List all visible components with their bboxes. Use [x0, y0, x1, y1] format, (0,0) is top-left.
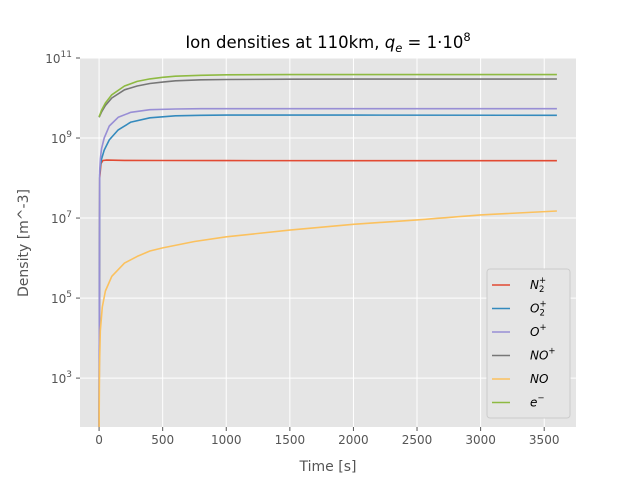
series-line-e- [98, 73, 557, 118]
x-tick-label: 0 [95, 433, 103, 447]
legend-label: e− [530, 394, 545, 410]
y-tick-label: 105 [51, 290, 72, 306]
legend-entry: O+ [492, 323, 547, 339]
x-tick-label: 500 [151, 433, 174, 447]
y-axis-label: Density [m^-3] [16, 189, 32, 297]
legend-entry: O+ 2 [492, 300, 547, 319]
legend-entry: e− [492, 394, 545, 410]
series-layer [98, 73, 557, 428]
y-tick-label: 107 [51, 210, 72, 226]
legend-entry: NO+ [492, 347, 556, 363]
y-tick-label: 109 [51, 130, 72, 146]
x-tick-label: 1000 [211, 433, 242, 447]
legend-entry: N+ 2 [492, 276, 546, 295]
series-line-no- [98, 78, 557, 118]
x-axis-ticks: 0 500 1000 1500 2000 2500 3000 3500 [95, 427, 559, 447]
x-tick-label: 3500 [529, 433, 560, 447]
chart-title: Ion densities at 110km, qe = 1·108 [185, 30, 470, 55]
y-tick-label: 1011 [45, 50, 72, 66]
legend-label: N+ 2 [530, 276, 546, 295]
legend-label: O+ 2 [530, 300, 547, 319]
series-line-no [98, 210, 557, 428]
series-line-o- [98, 107, 557, 428]
legend-label: O+ [530, 323, 547, 339]
x-tick-label: 2500 [402, 433, 433, 447]
legend-entry: NO [492, 372, 548, 386]
x-tick-label: 1500 [275, 433, 306, 447]
y-tick-label: 103 [51, 370, 72, 386]
x-tick-label: 3000 [465, 433, 496, 447]
legend: N+ 2 O+ 2 O+ NO+ NO e− [486, 268, 571, 419]
y-axis-ticks: 103 105 107 109 1011 [45, 50, 80, 386]
legend-box [486, 268, 571, 419]
x-tick-label: 2000 [338, 433, 369, 447]
legend-label: NO+ [530, 347, 556, 363]
x-axis-label: Time [s] [299, 459, 357, 475]
legend-label: NO [530, 372, 548, 386]
